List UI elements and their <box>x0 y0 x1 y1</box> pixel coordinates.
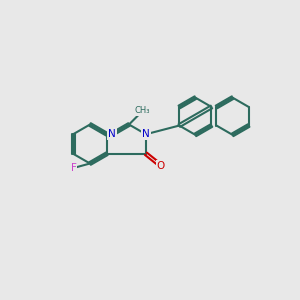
Text: N: N <box>142 129 150 139</box>
Text: N: N <box>108 129 116 139</box>
Text: CH₃: CH₃ <box>135 106 150 116</box>
Text: O: O <box>157 161 165 171</box>
Text: F: F <box>70 163 76 173</box>
